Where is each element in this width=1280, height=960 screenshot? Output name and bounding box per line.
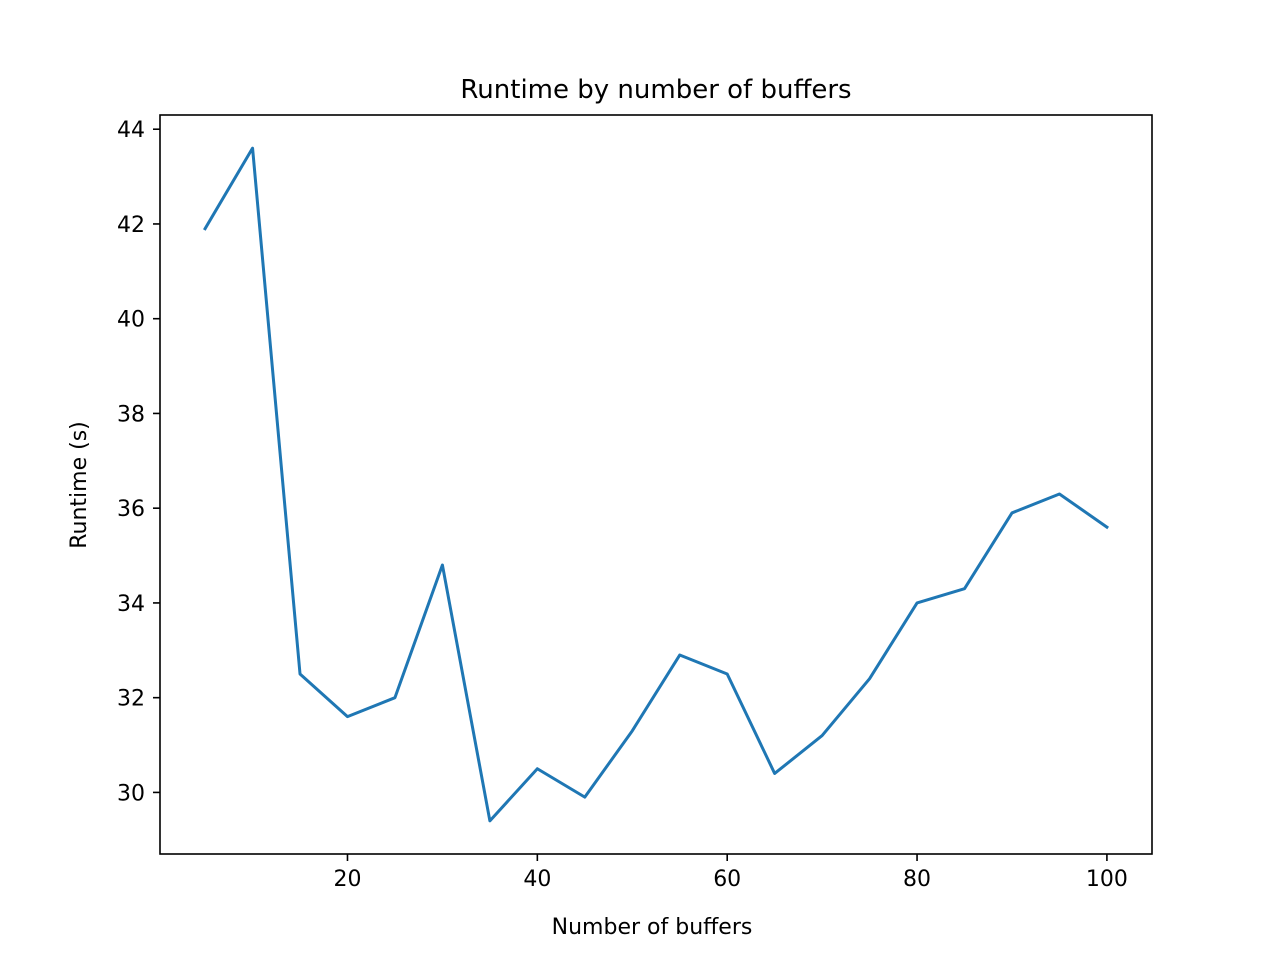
y-tick-label: 34 [117, 592, 145, 617]
x-axis-ticks: 20 40 60 80 100 [333, 854, 1128, 892]
x-tick-label: 20 [333, 867, 361, 892]
x-tick-label: 60 [713, 867, 741, 892]
y-tick-label: 44 [117, 118, 145, 143]
y-axis-ticks: 30 32 34 36 38 40 42 44 [117, 118, 160, 806]
x-tick-label: 80 [903, 867, 931, 892]
y-tick-label: 38 [117, 402, 145, 427]
y-tick-label: 40 [117, 308, 145, 333]
y-axis-label: Runtime (s) [67, 421, 92, 549]
chart-title: Runtime by number of buffers [460, 75, 851, 105]
plot-frame [159, 114, 1153, 855]
y-tick-label: 32 [117, 687, 145, 712]
y-tick-label: 36 [117, 497, 145, 522]
y-tick-label: 42 [117, 213, 145, 238]
plot-area [203, 146, 1109, 823]
series-line-1 [203, 146, 1109, 823]
x-axis-label: Number of buffers [552, 915, 753, 940]
y-tick-label: 30 [117, 781, 145, 806]
x-tick-label: 100 [1086, 867, 1128, 892]
x-tick-label: 40 [523, 867, 551, 892]
